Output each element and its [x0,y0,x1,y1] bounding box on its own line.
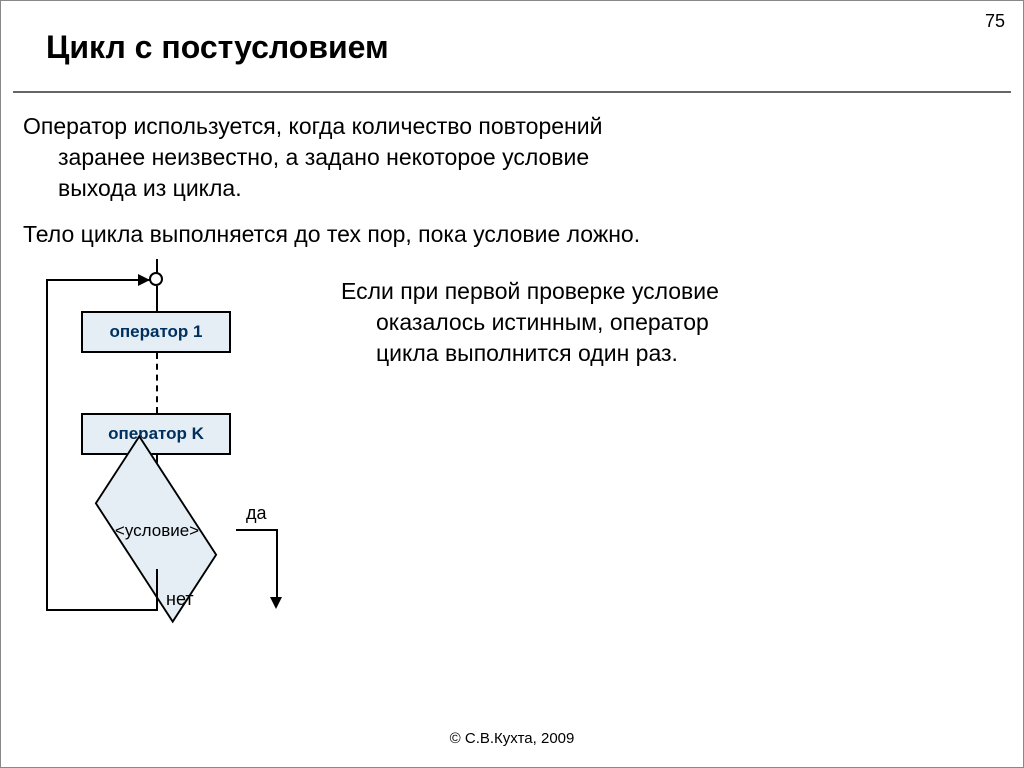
divider [13,91,1011,93]
p1-line1: Оператор используется, когда количество … [23,113,602,139]
p3-line1: Если при первой проверке условие [341,278,719,304]
flowline [46,279,48,611]
p1-line3: выхода из цикла. [23,173,723,204]
paragraph-1: Оператор используется, когда количество … [23,111,723,204]
page-number: 75 [985,11,1005,32]
operator-box-k: оператор K [81,413,231,455]
no-label: нет [166,589,194,610]
paragraph-3: Если при первой проверке условие оказало… [341,276,981,369]
p1-line2: заранее неизвестно, а задано некоторое у… [23,142,723,173]
paragraph-2: Тело цикла выполняется до тех пор, пока … [23,219,903,250]
junction-node [149,272,163,286]
arrowhead-icon [270,597,282,609]
flowline [276,529,278,599]
flowline [236,529,276,531]
flowline [156,569,158,609]
flowline [156,286,158,311]
footer: © С.В.Кухта, 2009 [1,730,1023,747]
flowline [46,609,158,611]
flowline [46,279,151,281]
p3-line3: цикла выполнится один раз. [341,338,981,369]
yes-label: да [246,503,267,524]
p3-line2: оказалось истинным, оператор [341,307,981,338]
flowline-dashed [156,353,158,413]
condition-label: <условие> [72,521,242,541]
operator-1-label: оператор 1 [110,322,203,342]
page-title: Цикл с постусловием [46,29,389,66]
flowchart: оператор 1 оператор K <условие> да нет [26,259,326,689]
operator-k-label: оператор K [108,424,204,444]
operator-box-1: оператор 1 [81,311,231,353]
